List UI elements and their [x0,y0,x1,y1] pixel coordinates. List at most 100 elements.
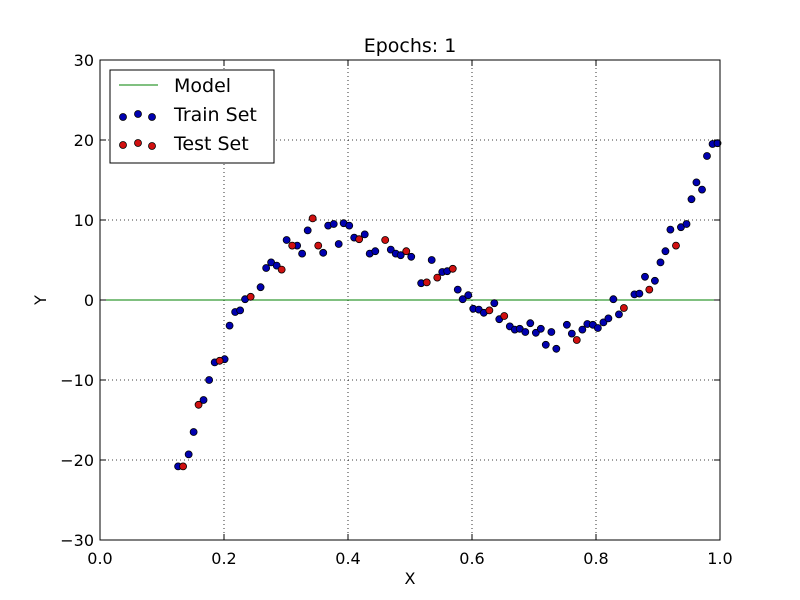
train-point [552,344,561,353]
y-tick-label: −30 [60,531,94,550]
chart-title: Epochs: 1 [364,35,457,57]
train-point [329,220,338,228]
test-point [277,265,286,274]
train-point [189,428,198,436]
train-point [635,289,644,298]
train-point [666,225,675,234]
x-tick-label: 0.6 [459,549,484,568]
train-point [407,252,416,261]
train-point [615,310,623,319]
x-tick-label: 0.4 [335,549,360,568]
test-point [422,278,431,287]
legend-test-marker [119,141,127,149]
y-tick-label: −20 [60,451,94,470]
test-point [620,304,628,312]
test-point [485,306,494,315]
train-point [205,376,214,384]
train-point [698,185,706,194]
train-point [282,236,291,244]
train-point [371,247,380,256]
train-point [184,450,193,459]
train-point [609,295,618,304]
train-point [464,291,473,300]
train-point [396,251,405,260]
legend-model-label: Model [174,75,231,97]
train-point [458,295,467,304]
legend-test-marker [148,142,156,150]
test-point [246,292,255,301]
train-point [687,195,696,204]
train-point [682,220,691,228]
train-point [604,314,613,323]
y-tick-label: 10 [74,211,94,230]
test-point [500,312,509,320]
test-point [645,285,654,294]
train-point [541,340,550,349]
legend-test-label: Test Set [173,133,249,155]
train-point [386,245,395,254]
test-set-series [179,214,680,471]
train-point [360,230,369,239]
legend-train-marker [134,110,142,118]
test-point [402,247,411,256]
y-tick-label: −10 [60,371,94,390]
train-point [490,299,499,308]
test-point [179,462,187,471]
train-point [427,256,436,264]
y-axis: −30 −20 −10 0 10 20 30 [60,51,720,550]
y-tick-label: 0 [84,291,94,310]
train-point [262,264,271,272]
test-point [194,400,203,409]
train-point [303,226,312,235]
y-axis-label: Y [31,295,50,306]
test-point [308,214,317,223]
x-axis: 0.0 0.2 0.4 0.6 0.8 1.0 [87,60,733,568]
train-set-series [174,139,722,471]
x-tick-label: 1.0 [707,549,732,568]
test-point [288,241,297,250]
legend-train-marker [119,113,127,121]
train-point [453,285,462,294]
train-point [334,240,343,248]
train-point [593,324,602,332]
train-point [526,319,535,328]
legend: Model Train Set Test Set [109,69,275,164]
train-point [651,276,659,285]
train-point [199,396,208,404]
train-point [521,328,530,336]
train-point [547,328,556,336]
test-point [355,235,364,244]
x-tick-label: 0.2 [211,549,236,568]
y-tick-label: 20 [74,131,94,150]
train-point [562,320,571,329]
train-point [345,221,354,230]
test-point [433,273,442,282]
train-point [692,178,701,187]
train-point [272,261,281,270]
train-point [641,272,649,281]
train-point [599,318,608,327]
train-point [319,248,328,257]
x-tick-label: 0.0 [87,549,112,568]
train-point [656,258,665,267]
train-point [236,306,245,315]
test-point [314,241,323,250]
x-tick-label: 0.8 [583,549,608,568]
train-point [256,283,265,292]
train-point [225,321,234,330]
train-point [661,247,670,256]
train-point [536,324,545,333]
train-point [703,152,711,160]
x-axis-label: X [405,569,416,588]
y-tick-label: 30 [74,51,94,70]
test-point [215,356,224,365]
legend-test-marker [134,139,142,147]
test-point [381,236,390,244]
legend-train-label: Train Set [173,104,257,126]
test-point [572,336,581,344]
train-point [531,328,540,337]
train-point [298,249,307,258]
test-point [672,241,680,250]
train-point [578,325,587,334]
